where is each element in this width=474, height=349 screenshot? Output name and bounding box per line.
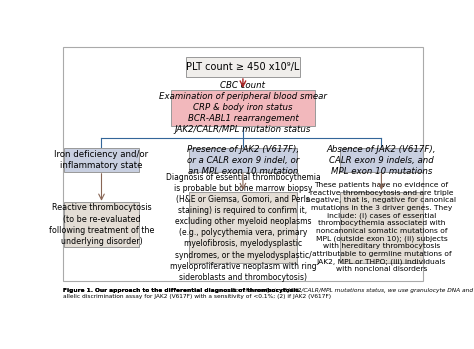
Text: These patients have no evidence of
reactive thrombocytosis and are triple
negati: These patients have no evidence of react…: [306, 182, 456, 272]
FancyBboxPatch shape: [340, 192, 423, 263]
Text: Figure 1. Our approach to the differential diagnosis of thrombocytosis.: Figure 1. Our approach to the differenti…: [63, 288, 301, 293]
FancyBboxPatch shape: [186, 57, 300, 77]
Text: allelic discrimination assay for JAK2 (V617F) with a sensitivity of <0.1%; (2) i: allelic discrimination assay for JAK2 (V…: [63, 294, 331, 299]
Text: Diagnosis of essential thrombocythemia
is probable but bone marrow biopsy
(H&E o: Diagnosis of essential thrombocythemia i…: [165, 173, 320, 282]
Text: Presence of JAK2 (V617F),
or a CALR exon 9 indel, or
an MPL exon 10 mutation: Presence of JAK2 (V617F), or a CALR exon…: [187, 144, 299, 176]
FancyBboxPatch shape: [189, 192, 297, 263]
Text: Reactive thrombocytosis
(to be re-evaluated
following treatment of the
underlyin: Reactive thrombocytosis (to be re-evalua…: [49, 203, 154, 246]
Text: For the analysis of JAK2/CALR/MPL mutations status, we use granulocyte DNA and p: For the analysis of JAK2/CALR/MPL mutati…: [232, 288, 474, 293]
Text: PLT count ≥ 450 x10⁹/L: PLT count ≥ 450 x10⁹/L: [186, 62, 300, 72]
FancyBboxPatch shape: [340, 148, 423, 172]
FancyBboxPatch shape: [64, 202, 139, 247]
FancyBboxPatch shape: [189, 148, 297, 172]
Text: CBC count
Examination of peripheral blood smear
CRP & body iron status
BCR-ABL1 : CBC count Examination of peripheral bloo…: [159, 81, 327, 134]
FancyBboxPatch shape: [64, 148, 139, 172]
Text: Absence of JAK2 (V617F),
CALR exon 9 indels, and
MPL exon 10 mutations: Absence of JAK2 (V617F), CALR exon 9 ind…: [327, 144, 436, 176]
Text: Figure 1. Our approach to the differential diagnosis of thrombocytosis.: Figure 1. Our approach to the differenti…: [63, 288, 301, 293]
Text: Iron deficiency and/or
inflammatory state: Iron deficiency and/or inflammatory stat…: [55, 150, 148, 170]
FancyBboxPatch shape: [171, 90, 315, 126]
FancyBboxPatch shape: [63, 47, 423, 281]
